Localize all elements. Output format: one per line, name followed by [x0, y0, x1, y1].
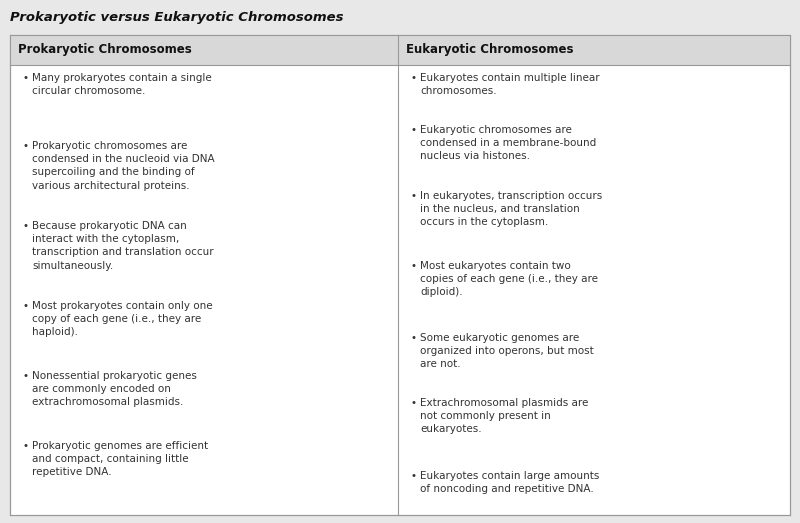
Text: Because prokaryotic DNA can
interact with the cytoplasm,
transcription and trans: Because prokaryotic DNA can interact wit… — [32, 221, 214, 270]
Text: Some eukaryotic genomes are
organized into operons, but most
are not.: Some eukaryotic genomes are organized in… — [420, 333, 594, 369]
Text: Extrachromosomal plasmids are
not commonly present in
eukaryotes.: Extrachromosomal plasmids are not common… — [420, 398, 588, 435]
Text: •: • — [22, 301, 28, 311]
Text: •: • — [22, 141, 28, 151]
Text: •: • — [410, 261, 416, 271]
Text: Eukaryotes contain multiple linear
chromosomes.: Eukaryotes contain multiple linear chrom… — [420, 73, 600, 96]
Text: •: • — [410, 398, 416, 408]
Text: Prokaryotic versus Eukaryotic Chromosomes: Prokaryotic versus Eukaryotic Chromosome… — [10, 12, 343, 25]
Text: In eukaryotes, transcription occurs
in the nucleus, and translation
occurs in th: In eukaryotes, transcription occurs in t… — [420, 191, 602, 228]
Text: Most prokaryotes contain only one
copy of each gene (i.e., they are
haploid).: Most prokaryotes contain only one copy o… — [32, 301, 213, 337]
Bar — [398, 35, 790, 65]
Text: •: • — [410, 73, 416, 83]
Text: Eukaryotic chromosomes are
condensed in a membrane-bound
nucleus via histones.: Eukaryotic chromosomes are condensed in … — [420, 125, 596, 162]
Text: •: • — [22, 371, 28, 381]
Text: •: • — [410, 471, 416, 481]
Text: Eukaryotic Chromosomes: Eukaryotic Chromosomes — [406, 43, 574, 56]
Text: Eukaryotes contain large amounts
of noncoding and repetitive DNA.: Eukaryotes contain large amounts of nonc… — [420, 471, 599, 494]
Text: •: • — [410, 333, 416, 343]
Text: Prokaryotic chromosomes are
condensed in the nucleoid via DNA
supercoiling and t: Prokaryotic chromosomes are condensed in… — [32, 141, 214, 190]
Text: Nonessential prokaryotic genes
are commonly encoded on
extrachromosomal plasmids: Nonessential prokaryotic genes are commo… — [32, 371, 197, 407]
Bar — [10, 35, 398, 65]
Text: Prokaryotic genomes are efficient
and compact, containing little
repetitive DNA.: Prokaryotic genomes are efficient and co… — [32, 441, 208, 477]
Text: •: • — [410, 191, 416, 201]
Text: Most eukaryotes contain two
copies of each gene (i.e., they are
diploid).: Most eukaryotes contain two copies of ea… — [420, 261, 598, 298]
Text: Many prokaryotes contain a single
circular chromosome.: Many prokaryotes contain a single circul… — [32, 73, 212, 96]
Text: Prokaryotic Chromosomes: Prokaryotic Chromosomes — [18, 43, 192, 56]
Text: •: • — [22, 221, 28, 231]
Text: •: • — [410, 125, 416, 135]
Text: •: • — [22, 441, 28, 451]
Text: •: • — [22, 73, 28, 83]
